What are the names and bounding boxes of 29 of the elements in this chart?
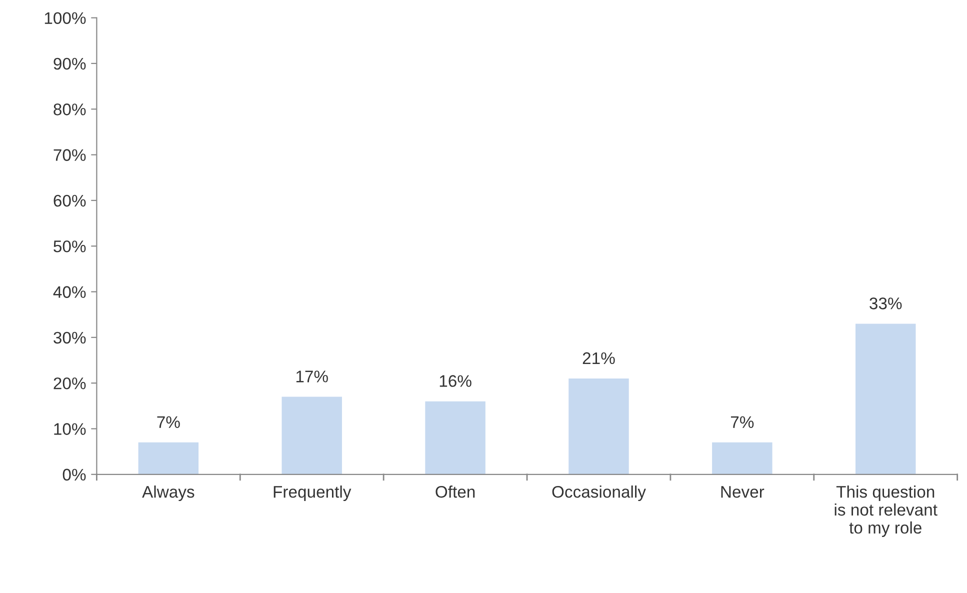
- bar: [568, 378, 629, 474]
- bar: [855, 324, 916, 474]
- bar: [425, 401, 486, 474]
- data-label: 16%: [440, 375, 472, 387]
- y-tick-label: 60%: [54, 194, 86, 207]
- y-tick-label: 90%: [54, 58, 86, 70]
- y-tick-label: 10%: [54, 423, 86, 435]
- data-label: 7%: [157, 416, 180, 428]
- y-tick-label: 20%: [54, 377, 86, 390]
- x-tick-label: Frequently: [274, 486, 352, 502]
- y-tick-label: 50%: [54, 240, 86, 252]
- y-tick-label: 30%: [54, 332, 86, 344]
- data-label: 17%: [296, 370, 328, 382]
- data-label: 21%: [582, 352, 615, 364]
- y-tick-label: 40%: [53, 286, 86, 298]
- data-label: 33%: [870, 298, 902, 310]
- y-tick-label: 80%: [54, 104, 86, 116]
- x-tick-label: Occasionally: [552, 486, 646, 502]
- bar: [138, 442, 199, 474]
- y-tick-label: 70%: [54, 149, 86, 161]
- bar: [712, 442, 772, 474]
- data-label: 7%: [730, 416, 754, 428]
- bar: [282, 396, 342, 474]
- y-tick-label: 0%: [62, 468, 86, 481]
- y-tick-label: 100%: [44, 12, 86, 24]
- x-tick-label: Never: [721, 486, 764, 498]
- x-tick-label: Often: [436, 486, 475, 498]
- x-tick-label: This question is not relevant to my role: [834, 486, 938, 537]
- x-tick-label: Always: [142, 486, 194, 502]
